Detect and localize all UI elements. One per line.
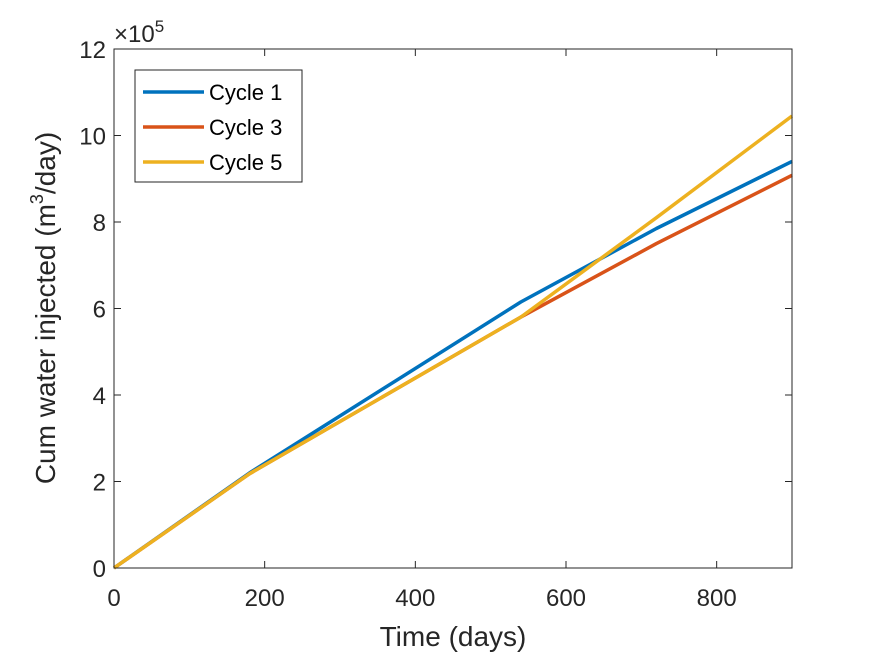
y-axis-label-main: Cum water injected (m [30, 204, 61, 484]
y-tick-label: 12 [79, 37, 106, 64]
exponent-label: ×105 [114, 17, 164, 48]
x-tick-label: 200 [245, 585, 285, 612]
x-tick-label: 400 [395, 585, 435, 612]
y-axis-label-superscript: 3 [27, 194, 47, 204]
x-tick-label: 600 [546, 585, 586, 612]
exponent-superscript: 5 [155, 17, 164, 36]
x-tick-label: 800 [697, 585, 737, 612]
legend: Cycle 1 Cycle 3 Cycle 5 [134, 69, 303, 183]
y-tick-label: 10 [79, 124, 106, 151]
legend-label: Cycle 5 [209, 150, 282, 175]
exponent-prefix: ×10 [114, 21, 155, 48]
y-tick-label: 6 [93, 297, 106, 324]
y-axis-label: Cum water injected (m3/day) [27, 132, 61, 484]
y-tick-label: 2 [93, 470, 106, 497]
y-axis-label-tail: /day) [30, 132, 61, 194]
ticks-layer: 0 200 400 600 800 0 2 4 6 8 10 12 [79, 37, 792, 612]
x-axis-label: Time (days) [380, 621, 527, 652]
series-line-cycle-5 [113, 114, 794, 570]
legend-items: Cycle 1 Cycle 3 Cycle 5 [143, 80, 282, 175]
legend-label: Cycle 1 [209, 80, 282, 105]
y-tick-label: 0 [93, 556, 106, 583]
y-tick-label: 8 [93, 210, 106, 237]
x-tick-label: 0 [107, 585, 120, 612]
series-layer [112, 114, 794, 570]
legend-label: Cycle 3 [209, 115, 282, 140]
y-tick-label: 4 [93, 383, 106, 410]
